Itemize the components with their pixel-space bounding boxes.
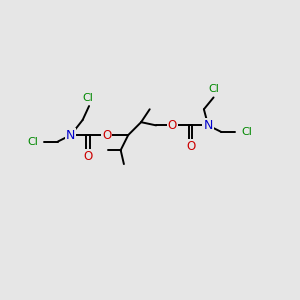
Text: O: O xyxy=(168,119,177,132)
Text: Cl: Cl xyxy=(82,93,93,103)
Text: O: O xyxy=(84,150,93,163)
Text: N: N xyxy=(203,119,213,132)
Text: Cl: Cl xyxy=(241,127,252,137)
Text: Cl: Cl xyxy=(208,84,219,94)
Text: Cl: Cl xyxy=(27,136,38,146)
Text: N: N xyxy=(66,129,76,142)
Text: O: O xyxy=(102,129,111,142)
Text: O: O xyxy=(186,140,195,153)
